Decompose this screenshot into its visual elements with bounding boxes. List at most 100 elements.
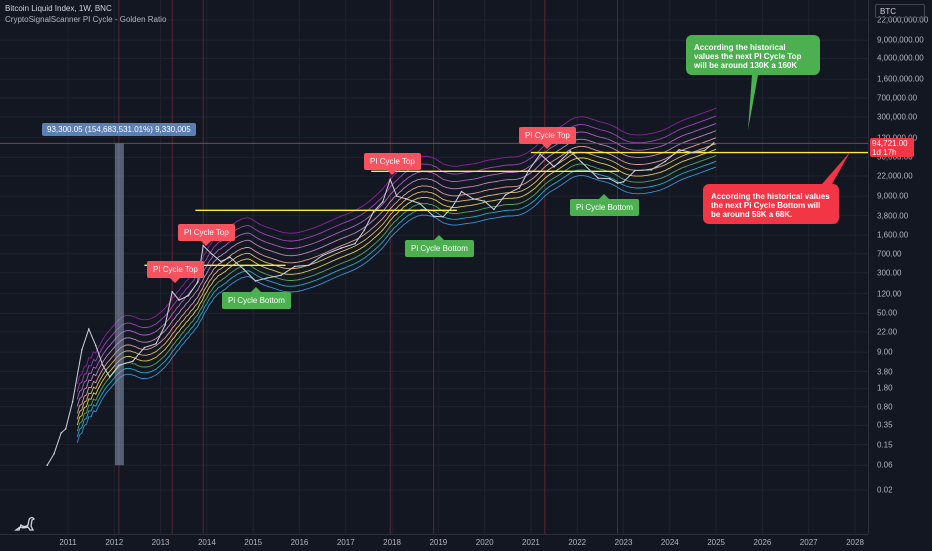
price-point: [71, 400, 74, 403]
price-point: [210, 253, 213, 255]
price-point: [634, 169, 636, 172]
price-point: [442, 216, 444, 218]
price-point: [266, 277, 268, 279]
price-point: [95, 344, 97, 347]
price-tick-label: 0.80: [877, 402, 893, 412]
golden-ratio-band-line: [76, 148, 717, 426]
top-callout-pointer: [748, 75, 758, 130]
time-tick-label: 2023: [614, 538, 633, 547]
price-point: [164, 324, 166, 326]
golden-ratio-band-line: [76, 123, 717, 400]
golden-ratio-band-line: [76, 160, 717, 438]
price-point: [254, 280, 257, 282]
pi-cycle-top-marker: PI Cycle Top: [364, 153, 421, 175]
time-axis[interactable]: 2011 2012 2013 2014 2015 2016 2017 2018 2019 2020…: [0, 534, 868, 551]
bottom-callout-pointer: [822, 152, 850, 184]
price-point: [81, 348, 83, 351]
pi-cycle-top-marker: PI Cycle Top: [147, 261, 204, 283]
price-tick-label: 50.00: [877, 308, 898, 318]
time-tick-label: 2026: [753, 538, 772, 547]
price-point: [527, 169, 530, 172]
price-point: [64, 428, 67, 430]
price-point: [229, 256, 231, 259]
price-point: [132, 360, 134, 363]
tradingview-logo-icon[interactable]: [14, 514, 36, 532]
time-tick-label: 2014: [197, 538, 216, 547]
price-point: [650, 168, 653, 171]
time-tick-label: 2027: [799, 538, 818, 547]
price-tick-label: 9,000.00: [877, 191, 909, 201]
price-point: [60, 432, 62, 434]
measure-tool: [0, 142, 868, 466]
price-point: [483, 200, 486, 202]
time-tick-label: 2013: [151, 538, 170, 547]
price-point: [553, 166, 555, 168]
time-tick-label: 2012: [105, 538, 124, 547]
price-point: [340, 247, 342, 249]
price-point: [372, 211, 375, 213]
time-tick-label: 2011: [59, 538, 77, 547]
price-tick-label: 0.35: [877, 420, 893, 430]
time-tick-label: 2022: [568, 538, 587, 547]
pi-cycle-bottom-marker: Pi Cycle Bottom: [570, 194, 639, 216]
price-tick-label: 300,000.00: [877, 112, 918, 122]
price-point: [432, 215, 435, 217]
next-top-callout: According the historical values the next…: [686, 35, 820, 75]
price-tick-label: 120.00: [877, 289, 902, 299]
price-point: [88, 328, 90, 330]
time-tick-label: 2019: [429, 538, 448, 547]
measure-label: 93,300.05 (154,683,531.01%) 9,330,005: [42, 123, 196, 136]
bar-countdown: 1d 17h: [872, 148, 897, 157]
price-point: [518, 187, 521, 189]
price-point: [294, 265, 296, 268]
price-tick-label: 22,000,000.00: [877, 15, 929, 25]
price-point: [664, 160, 666, 163]
time-tick-label: 2018: [383, 538, 401, 547]
currency-selector[interactable]: BTC: [875, 4, 925, 18]
chart-title: Bitcoin Liquid Index, 1W, BNC: [5, 4, 112, 13]
price-point: [101, 364, 104, 367]
price-tick-label: 1.80: [877, 383, 893, 393]
price-point: [178, 299, 180, 301]
price-axis[interactable]: 22,000,000.00 9,000,000.00 4,000,000.00 1,6…: [868, 0, 932, 534]
price-tick-label: 9.00: [877, 347, 893, 357]
measure-range-bar: [114, 143, 124, 466]
price-point: [451, 206, 454, 208]
price-point: [569, 150, 572, 152]
price-tick-label: 0.02: [877, 485, 893, 495]
price-tick-label: 9,000,000.00: [877, 35, 924, 45]
pi-cycle-bottom-marker: Pi Cycle Bottom: [405, 235, 474, 257]
time-tick-label: 2028: [846, 538, 864, 547]
price-point: [118, 364, 120, 367]
time-tick-label: 2024: [660, 538, 679, 547]
time-tick-label: 2021: [522, 538, 540, 547]
price-point: [108, 376, 111, 378]
pi-cycle-top-marker: PI Cycle Top: [519, 127, 576, 149]
time-tick-label: 2020: [475, 538, 494, 547]
price-tick-label: 50,000.00: [877, 152, 913, 162]
price-point: [382, 201, 384, 203]
indicator-title[interactable]: CryptoSignalScanner PI Cycle - Golden Ra…: [5, 15, 167, 24]
price-tick-label: 3.80: [877, 367, 893, 377]
price-point: [243, 268, 245, 271]
price-line: [46, 142, 715, 466]
price-point: [307, 264, 310, 267]
current-price: 94,721.00: [872, 139, 908, 148]
price-point: [53, 452, 55, 455]
price-tick-label: 700.00: [877, 249, 902, 259]
price-point: [354, 242, 356, 245]
price-point: [504, 194, 507, 196]
price-tick-label: 1,600.00: [877, 230, 909, 240]
price-tick-label: 22,000.00: [877, 171, 913, 181]
price-tick-label: 120,000.00: [877, 133, 917, 142]
price-tick-label: 300.00: [877, 268, 902, 278]
price-point: [581, 161, 583, 164]
golden-ratio-band-line: [76, 115, 717, 392]
price-tick-label: 3,800.00: [877, 211, 909, 221]
price-point: [692, 151, 694, 154]
time-tick-label: 2016: [290, 538, 309, 547]
price-point: [143, 346, 146, 349]
price-point: [171, 291, 173, 293]
price-point: [703, 149, 706, 152]
